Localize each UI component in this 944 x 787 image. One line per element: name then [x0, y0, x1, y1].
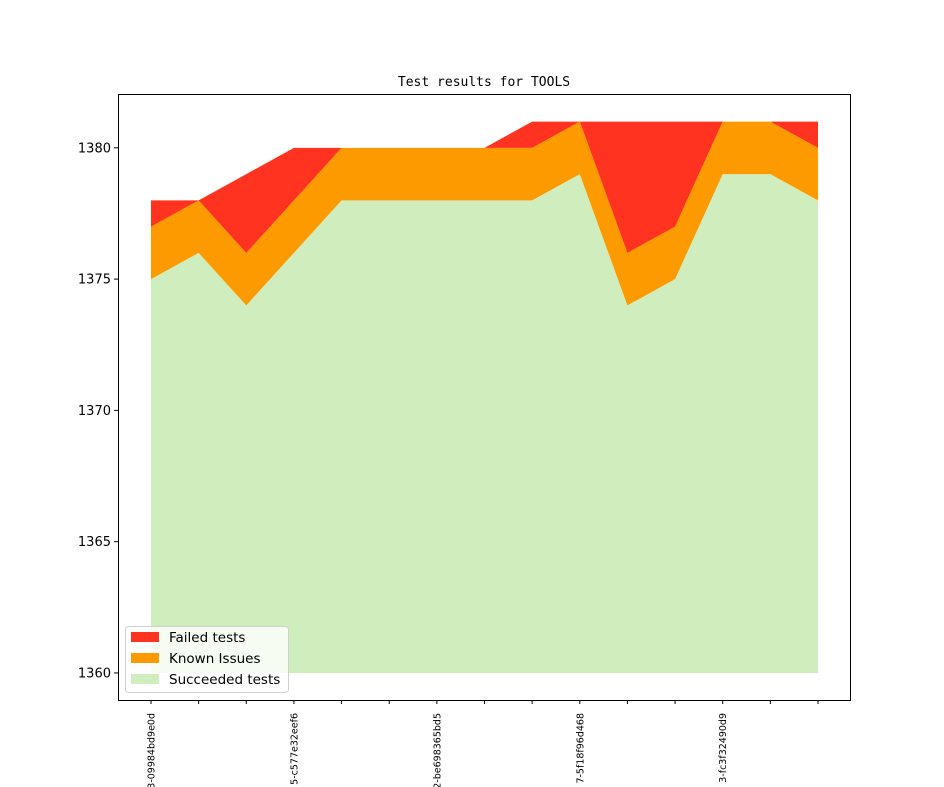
- x-tick-label: 2-be698365bd5: [432, 713, 443, 787]
- y-tick-label: 1370: [78, 404, 111, 419]
- legend-swatch: [131, 632, 159, 642]
- x-tick-label: 7-5f18f96d468: [575, 713, 586, 784]
- legend-label: Succeeded tests: [169, 672, 280, 688]
- x-tick-label: 3-09984bd9e0d: [147, 713, 158, 787]
- area-known-issues: [151, 121, 818, 306]
- y-tick-label: 1380: [78, 141, 111, 156]
- y-tick-label: 1365: [78, 535, 111, 550]
- x-tick-label: 3-fc3f32490d9: [718, 713, 729, 783]
- legend-box: [125, 626, 289, 693]
- y-tick-label: 1375: [78, 273, 111, 288]
- legend-swatch: [131, 653, 159, 663]
- area-failed-tests: [151, 121, 818, 253]
- legend-swatch: [131, 674, 159, 684]
- x-tick-label: 5-c577e32eef6: [289, 713, 300, 785]
- legend: Failed tests Known Issues Succeeded tests: [125, 626, 289, 693]
- chart-title: Test results for TOOLS: [398, 75, 570, 90]
- legend-label: Known Issues: [169, 651, 261, 667]
- legend-label: Failed tests: [169, 630, 245, 646]
- y-tick-label: 1360: [78, 666, 111, 681]
- area-succeeded-tests: [151, 174, 818, 673]
